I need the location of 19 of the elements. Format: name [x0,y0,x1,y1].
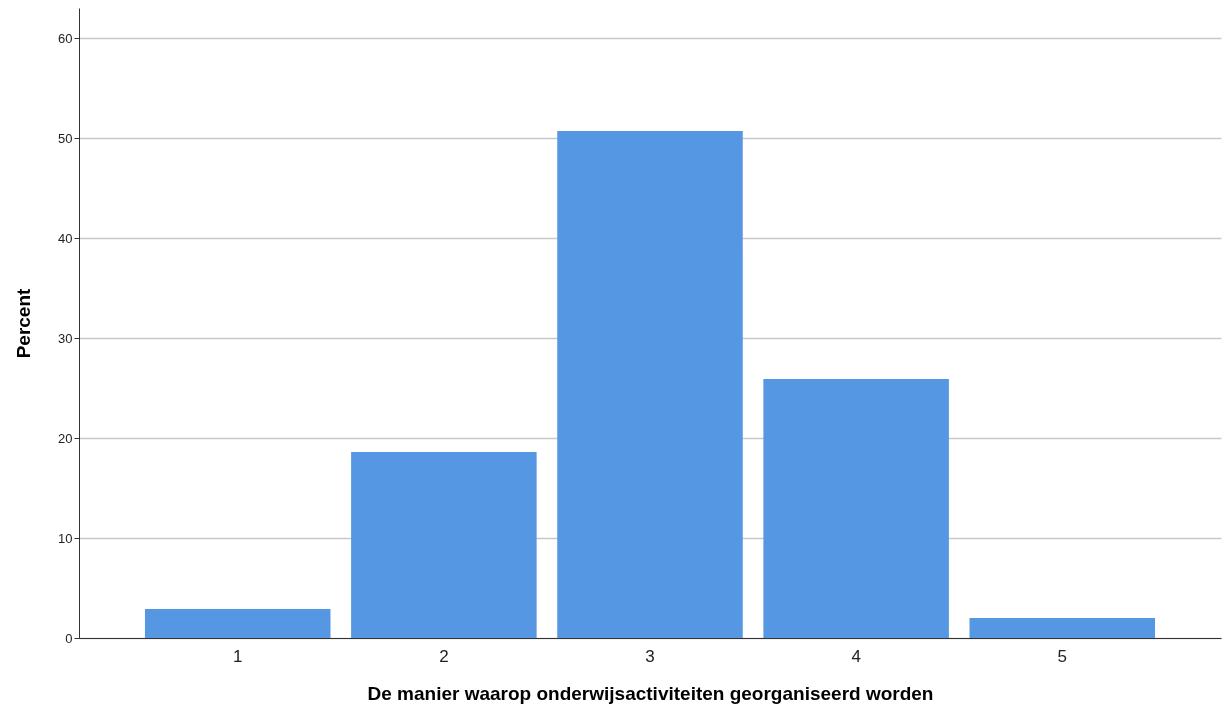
y-tick-label: 40 [58,230,73,246]
bar [763,379,949,638]
y-tick-label: 20 [58,430,73,446]
bar [557,131,743,638]
x-tick-label: 2 [439,646,449,666]
x-tick-label: 4 [851,646,861,666]
bar [351,452,537,638]
bar [969,618,1156,638]
x-tick-label: 5 [1057,646,1068,666]
y-axis-title: Percent [13,287,35,359]
bar [144,609,331,638]
y-tick-label: 50 [58,130,73,146]
x-axis-title: De manier waarop onderwijsactiviteiten georganiseerd worden [367,682,934,704]
y-tick-label: 0 [65,630,73,646]
x-tick-label: 1 [232,646,243,666]
y-tick-label: 30 [58,330,73,346]
y-tick-label: 60 [58,30,73,46]
x-tick-label: 3 [645,646,655,666]
y-tick-label: 10 [58,530,73,546]
